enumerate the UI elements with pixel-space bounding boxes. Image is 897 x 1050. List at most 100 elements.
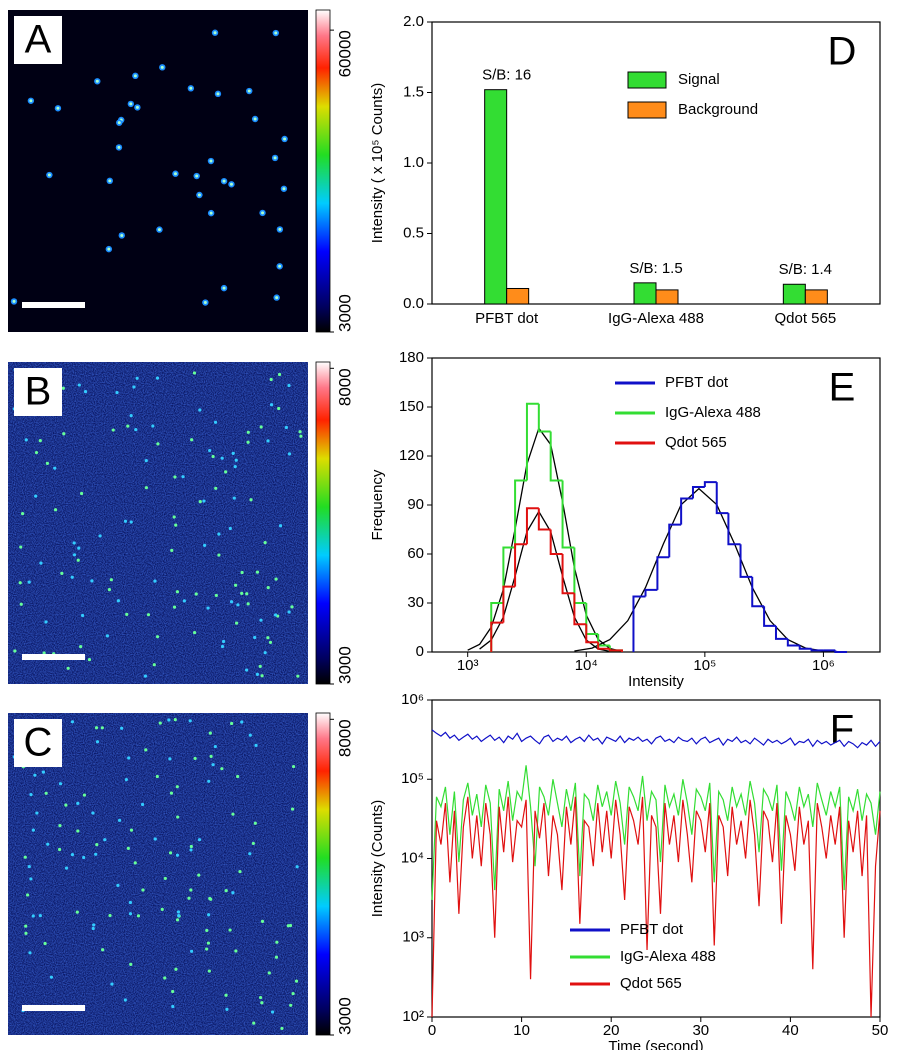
spot [62,432,66,436]
spot [258,995,263,1000]
fit-curve [479,510,610,652]
colorbar-tick-label: 8000 [335,719,354,757]
spot [53,508,58,512]
spot [252,1021,256,1025]
spot-core [120,233,124,237]
spot [175,785,179,789]
spot [135,376,139,380]
spot [72,541,76,545]
spot [255,570,260,574]
spot [224,470,228,474]
histogram-bin [739,544,753,578]
spot [193,630,197,635]
histogram-bin [514,479,527,548]
spot [249,498,253,502]
colorbar-tick-label: 3000 [335,646,354,684]
spot [117,818,122,822]
spot [126,846,130,850]
spot [28,951,32,955]
spot [44,791,48,795]
spot [64,866,69,870]
spot [172,515,176,519]
spot [290,605,294,609]
histogram-bin [573,593,587,626]
y-tick-label: 2.0 [403,13,424,30]
y-tick-label: 0.0 [403,295,424,312]
spot [240,720,244,724]
spot [33,773,37,777]
spot [72,553,77,557]
spot [24,924,28,928]
spot-core [29,99,33,103]
spot [13,649,17,653]
fit-curve [467,426,623,652]
spot [172,605,177,609]
spot [173,475,177,479]
colorbar [315,361,331,685]
spot-core [216,92,220,96]
legend-label: PFBT dot [620,921,684,938]
spot [291,764,296,769]
spot [143,674,148,678]
spot [234,458,238,462]
spot [23,855,27,859]
spot [66,666,70,670]
x-tick-label: 10 [513,1022,530,1039]
spot [229,600,234,604]
spot [238,870,242,874]
panel-label-box [14,16,62,64]
spot [171,1004,175,1009]
spot [189,844,193,849]
y-tick-label: 10⁶ [401,691,424,708]
spot [132,385,136,389]
panel-label: F [830,708,854,752]
panel-label: E [829,366,856,410]
spot [213,420,218,424]
spot [231,451,235,455]
spot-core [189,86,193,90]
y-axis-label: Frequency [369,469,386,540]
histogram-bin [537,508,551,531]
spot [24,931,28,935]
spot [232,496,236,500]
spot [151,424,155,428]
histogram-bin [680,497,693,525]
spot [189,848,193,852]
spot [101,948,105,952]
spot-core [203,301,207,305]
spot [168,851,173,855]
spot [246,430,250,434]
bar [633,282,657,305]
bar [782,283,806,305]
spot-core [273,156,277,160]
legend-label: IgG-Alexa 488 [665,404,761,421]
spot [246,602,250,606]
histogram-bin [525,507,539,545]
spot [290,807,295,811]
spot [255,672,260,676]
spot [77,383,81,387]
spot [207,779,211,783]
spot [231,891,235,895]
spot [43,941,47,946]
spot [260,919,265,923]
spot [155,635,160,639]
spot [168,757,172,761]
spot [202,499,206,503]
spot [136,914,141,918]
spot [278,524,283,528]
spot [129,414,133,418]
spot [95,740,100,744]
plot-frame [431,357,881,653]
spot [128,900,133,905]
spot-core [209,211,213,215]
bar [804,289,828,305]
spot [214,486,218,490]
y-tick-label: 10³ [402,929,424,946]
spot [45,461,49,465]
y-tick-label: 0 [416,643,424,660]
spot [61,386,65,390]
spot [228,526,232,531]
spot [49,975,54,979]
spot [254,743,258,747]
